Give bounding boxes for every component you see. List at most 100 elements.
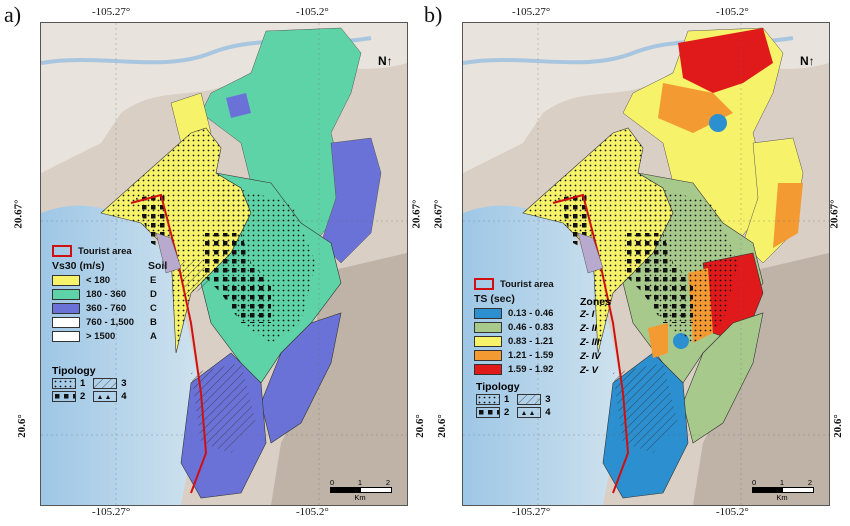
tipology-label: 1 bbox=[80, 378, 86, 389]
tipology-2-icon-b bbox=[476, 407, 500, 418]
legend-a-soil: D bbox=[150, 288, 157, 300]
north-arrow-b: N↑ bbox=[800, 54, 815, 68]
tourist-area-outline-b bbox=[552, 193, 630, 494]
bottom-tick-b-1: -105.27° bbox=[512, 506, 551, 518]
legend-a-tourist-label: Tourist area bbox=[78, 245, 132, 257]
legend-a-soil: C bbox=[150, 302, 157, 314]
zone-c-patch bbox=[226, 93, 251, 118]
north-label-b: N bbox=[800, 54, 809, 68]
top-tick-a-1: -105.27° bbox=[92, 6, 131, 18]
tourist-area-outline bbox=[130, 193, 208, 494]
lat-tick-b-right-2: 20.6° bbox=[831, 414, 844, 438]
top-tick-b-1: -105.27° bbox=[512, 6, 551, 18]
legend-b-range: 1.59 - 1.92 bbox=[508, 363, 554, 375]
legend-a-range: 180 - 360 bbox=[86, 288, 127, 300]
tipology-3-south bbox=[191, 363, 256, 453]
legend-b-tourist: Tourist area bbox=[474, 278, 554, 290]
legend-a-swatch bbox=[52, 316, 80, 328]
terrain-mountains-east-b bbox=[693, 253, 829, 505]
tipology-1-icon-b bbox=[476, 394, 500, 405]
sea-b bbox=[463, 205, 623, 505]
bottom-tick-a-2: -105.2° bbox=[296, 506, 329, 518]
tipology-2-center bbox=[201, 233, 271, 323]
legend-b-swatch bbox=[474, 349, 502, 361]
legend-a-range: 760 - 1,500 bbox=[86, 316, 135, 328]
legend-a-swatch bbox=[52, 288, 80, 300]
tipology-3-center bbox=[176, 258, 211, 298]
top-tick-b-2: -105.2° bbox=[716, 6, 749, 18]
legend-a-range: > 1500 bbox=[86, 330, 116, 342]
tipology-item-b: 3 bbox=[517, 394, 551, 405]
scale-ticks-b: 0 1 2 bbox=[752, 478, 812, 487]
tipology-label-b: 4 bbox=[545, 407, 551, 418]
tipology-3-south-b bbox=[613, 363, 678, 453]
scale-bar-b: 0 1 2 Km bbox=[752, 478, 814, 502]
bottom-tick-a-1: -105.27° bbox=[92, 506, 131, 518]
legend-a-row: 180 - 360 D bbox=[52, 287, 167, 301]
legend-a-row: 760 - 1,500 B bbox=[52, 315, 167, 329]
ts-zone-v-north bbox=[678, 28, 773, 93]
tipology-1-icon bbox=[52, 378, 76, 389]
legend-b-tourist-label: Tourist area bbox=[500, 278, 554, 290]
legend-b-swatch bbox=[474, 321, 502, 333]
tipology-label: 3 bbox=[121, 378, 127, 389]
tipology-label-b: 2 bbox=[504, 407, 510, 418]
tipology-3-icon-b bbox=[517, 394, 542, 405]
zones-column: Zones Z- I Z- II Z- III Z- IV Z- V bbox=[580, 293, 611, 379]
bottom-tick-b-2: -105.2° bbox=[716, 506, 749, 518]
panel-letter-b: b) bbox=[424, 2, 443, 27]
tipology-4-icon-b bbox=[517, 407, 542, 418]
legend-b-row: 1.59 - 1.92 bbox=[474, 362, 554, 376]
tourist-swatch-a bbox=[52, 245, 72, 257]
legend-b-range: 0.13 - 0.46 bbox=[508, 307, 554, 319]
tipology-title-a: Tipology bbox=[52, 365, 96, 377]
legend-a-soil: A bbox=[150, 330, 157, 342]
zones-title: Zones bbox=[580, 296, 611, 308]
lat-tick-a-left-2: 20.6° bbox=[15, 414, 28, 438]
lagoon bbox=[155, 232, 182, 274]
legend-a-vs-title: Vs30 (m/s) bbox=[52, 260, 105, 272]
tipology-title-b: Tipology bbox=[476, 381, 520, 393]
top-tick-a-2: -105.2° bbox=[296, 6, 329, 18]
tipology-item-b: 4 bbox=[517, 407, 551, 418]
scale-tick-b: 1 bbox=[779, 478, 785, 487]
legend-a-soil-title: Soil bbox=[148, 260, 168, 272]
tipology-label-b: 3 bbox=[545, 394, 551, 405]
scale-tick-b: 2 bbox=[807, 478, 812, 487]
sea bbox=[41, 205, 201, 505]
map-a-svg bbox=[41, 23, 407, 505]
lat-tick-b-left-1: 20.67° bbox=[432, 199, 445, 229]
map-a bbox=[40, 22, 408, 506]
north-label-a: N bbox=[378, 54, 387, 68]
legend-b-row: 0.83 - 1.21 bbox=[474, 334, 554, 348]
lat-tick-a-right-1: 20.67° bbox=[410, 199, 423, 229]
legend-a-headers: Vs30 (m/s) Soil bbox=[52, 257, 167, 273]
tipology-item-a: 2 bbox=[52, 391, 85, 402]
north-arrow-a: N↑ bbox=[378, 54, 393, 68]
legend-a-row: < 180 E bbox=[52, 273, 167, 287]
map-b-svg bbox=[463, 23, 829, 505]
legend-a-soil: B bbox=[150, 316, 157, 328]
tipology-2-center-b bbox=[623, 233, 693, 323]
legend-b-row: 1.21 - 1.59 bbox=[474, 348, 554, 362]
panel-letter-a: a) bbox=[4, 2, 22, 27]
legend-b-range: 0.46 - 0.83 bbox=[508, 321, 554, 333]
tipology-label-b: 1 bbox=[504, 394, 510, 405]
zone-label: Z- III bbox=[580, 337, 600, 348]
legend-a-swatch bbox=[52, 330, 80, 342]
zone-label: Z- II bbox=[580, 323, 597, 334]
scale-unit-b: Km bbox=[776, 493, 788, 502]
legend-b-ts-title: TS (sec) bbox=[474, 293, 515, 305]
scale-ticks-a: 0 1 2 bbox=[330, 478, 390, 487]
legend-a-range: < 180 bbox=[86, 274, 111, 286]
tipology-1-overlay bbox=[101, 128, 251, 353]
lat-tick-a-right-2: 20.6° bbox=[413, 414, 426, 438]
map-b bbox=[462, 22, 830, 506]
legend-b-range: 0.83 - 1.21 bbox=[508, 335, 554, 347]
lagoon-b bbox=[577, 232, 604, 274]
scale-unit-a: Km bbox=[354, 493, 366, 502]
zone-c-east bbox=[320, 137, 382, 264]
zone-label: Z- I bbox=[580, 309, 595, 320]
tipology-item-a: 4 bbox=[93, 391, 127, 402]
tipology-2-icon bbox=[52, 391, 76, 402]
